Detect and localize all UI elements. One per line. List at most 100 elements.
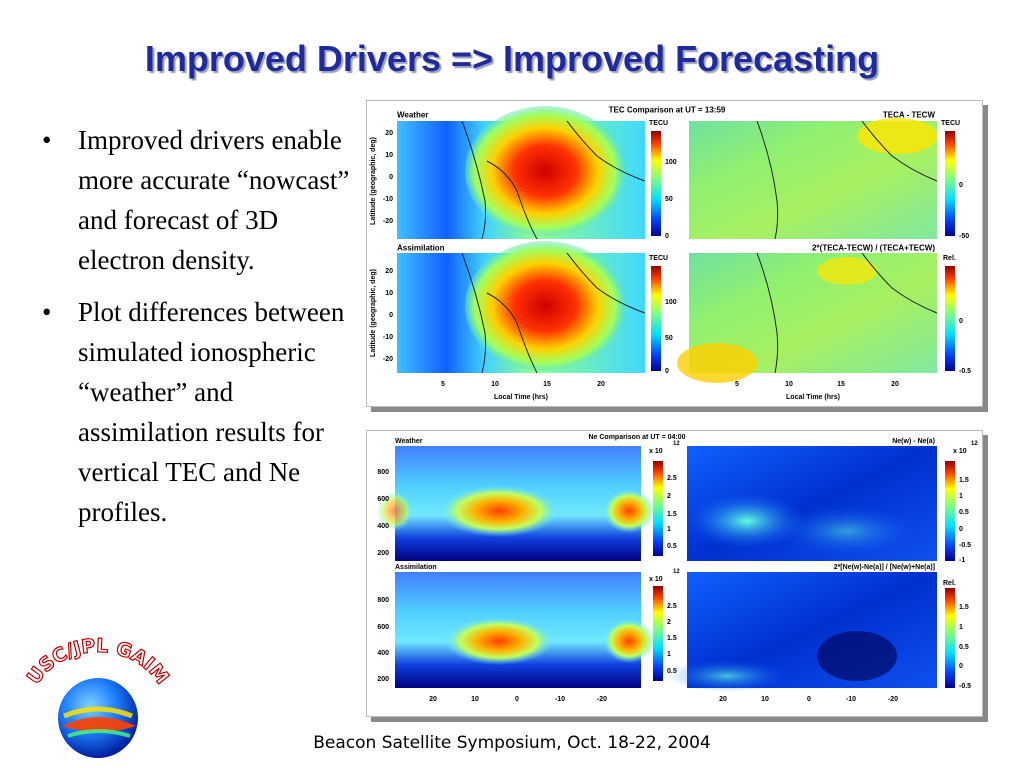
colorbar-title: TECU xyxy=(649,255,668,262)
ne-diff-map xyxy=(687,446,937,561)
colorbar xyxy=(945,461,955,561)
y-axis-label: Latitude (geographic, deg) xyxy=(370,269,377,357)
x-ticks-left: 5 10 15 20 xyxy=(441,381,605,388)
colorbar-title: Rel. xyxy=(943,255,956,262)
colorbar-tick: 0 xyxy=(665,368,669,375)
x-tick: 5 xyxy=(441,381,445,388)
colorbar-tick: 0.5 xyxy=(667,543,677,550)
colorbar-tick: 0 xyxy=(665,233,669,240)
y-ticks-row1: 20 10 0 -10 -20 xyxy=(383,130,393,225)
x-axis-label: Local Time (hrs) xyxy=(786,394,840,401)
y-tick: 600 xyxy=(377,624,389,631)
colorbar-title: TECU xyxy=(941,120,960,127)
x-tick: -10 xyxy=(846,696,856,703)
panel-label: Weather xyxy=(395,438,423,445)
x-tick: 20 xyxy=(891,381,899,388)
bullet-item: • Plot differences between simulated iono… xyxy=(40,292,350,532)
tec-assimilation-map xyxy=(397,241,646,374)
x-tick: 10 xyxy=(491,381,499,388)
tec-comparison-figure: TEC Comparison at UT = 13:59 Weather Ass… xyxy=(366,100,983,407)
ne-y-ticks-row1: 800 600 400 200 xyxy=(377,469,389,557)
colorbar-tick: 0 xyxy=(959,318,963,325)
colorbar xyxy=(651,131,661,236)
bullet-text: Plot differences between simulated ionos… xyxy=(78,297,345,527)
colorbar-title: TECU xyxy=(649,120,668,127)
colorbar xyxy=(653,461,663,556)
y-tick: 0 xyxy=(389,174,393,181)
colorbar xyxy=(945,588,955,688)
tec-weather-map xyxy=(397,106,646,240)
ne-figure-svg: Ne Comparison at UT = 04:00 Weather Assi… xyxy=(377,434,978,703)
y-axis-label: Latitude (geographic, deg) xyxy=(370,137,377,225)
colorbar-tick: 1.5 xyxy=(667,511,677,518)
footer-text: Beacon Satellite Symposium, Oct. 18-22, … xyxy=(313,733,711,753)
colorbar-tick: 1 xyxy=(959,493,963,500)
x-axis-label: Local Time (hrs) xyxy=(494,394,548,401)
y-tick: -10 xyxy=(383,334,393,341)
ne-x-ticks-right: 20 10 0 -10 -20 xyxy=(719,696,898,703)
bullet-item: • Improved drivers enable more accurate “… xyxy=(40,120,350,280)
x-tick: 20 xyxy=(719,696,727,703)
y-tick: 400 xyxy=(377,523,389,530)
colorbar-tick: 1 xyxy=(959,624,963,631)
tec-diff-map xyxy=(689,118,938,240)
colorbar-tick: -50 xyxy=(959,233,969,240)
colorbar-tick: 1.5 xyxy=(667,635,677,642)
panel-label: 2*(TECA-TECW) / (TECA+TECW) xyxy=(812,244,935,253)
colorbar-exponent: 12 xyxy=(673,569,680,575)
x-tick: 10 xyxy=(785,381,793,388)
panel-label: Assimilation xyxy=(395,564,437,571)
colorbar-tick: -0.5 xyxy=(959,368,971,375)
y-tick: 200 xyxy=(377,676,389,683)
colorbar-tick: 1 xyxy=(667,651,671,658)
colorbar-tick: 0.5 xyxy=(667,668,677,675)
y-tick: -10 xyxy=(383,196,393,203)
panel-label: 2*[Ne(w)-Ne(a)] / [Ne(w)+Ne(a)] xyxy=(834,564,935,571)
x-tick: 10 xyxy=(761,696,769,703)
colorbar xyxy=(653,586,663,681)
x-tick: 15 xyxy=(837,381,845,388)
colorbar-tick: 2 xyxy=(667,493,671,500)
x-tick: 20 xyxy=(429,696,437,703)
colorbar-tick: 2.5 xyxy=(667,603,677,610)
colorbar-title: x 10 xyxy=(649,448,663,455)
ne-weather-map xyxy=(377,446,655,561)
panel-label: Assimilation xyxy=(397,244,445,253)
x-tick: -10 xyxy=(555,696,565,703)
x-tick: -20 xyxy=(888,696,898,703)
colorbar-tick: 2 xyxy=(667,619,671,626)
ne-assimilation-map xyxy=(395,572,655,688)
colorbar-tick: 50 xyxy=(665,335,673,342)
colorbar xyxy=(651,266,661,371)
colorbar-exponent: 12 xyxy=(673,441,680,447)
y-tick: 800 xyxy=(377,469,389,476)
ne-x-ticks-left: 20 10 0 -10 -20 xyxy=(429,696,607,703)
colorbar-tick: 0 xyxy=(959,526,963,533)
colorbar-tick: 50 xyxy=(665,196,673,203)
y-tick: 20 xyxy=(385,268,393,275)
bullet-icon: • xyxy=(42,297,52,327)
colorbar-tick: 100 xyxy=(665,159,677,166)
colorbar-tick: 100 xyxy=(665,299,677,306)
x-tick: 5 xyxy=(735,381,739,388)
x-tick: 0 xyxy=(807,696,811,703)
y-tick: -20 xyxy=(383,356,393,363)
x-tick: 10 xyxy=(471,696,479,703)
ne-rel-diff-map xyxy=(667,572,937,692)
y-tick: 600 xyxy=(377,496,389,503)
panel-label: Ne(w) - Ne(a) xyxy=(892,438,935,445)
y-tick: 10 xyxy=(385,152,393,159)
colorbar-tick: -0.5 xyxy=(959,542,971,549)
colorbar-tick: -0.5 xyxy=(959,683,971,690)
x-tick: 15 xyxy=(543,381,551,388)
ne-figure-title: Ne Comparison at UT = 04:00 xyxy=(588,434,685,441)
x-tick: 0 xyxy=(515,696,519,703)
colorbar-title: Rel. xyxy=(943,580,956,587)
y-tick: -20 xyxy=(383,218,393,225)
colorbar-tick: 0 xyxy=(959,182,963,189)
x-tick: 20 xyxy=(597,381,605,388)
panel-label: TECA - TECW xyxy=(883,111,936,120)
colorbar-exponent: 12 xyxy=(971,441,978,447)
y-ticks-row2: 20 10 0 -10 -20 xyxy=(383,268,393,363)
tec-figure-svg: TEC Comparison at UT = 13:59 Weather Ass… xyxy=(370,106,971,401)
